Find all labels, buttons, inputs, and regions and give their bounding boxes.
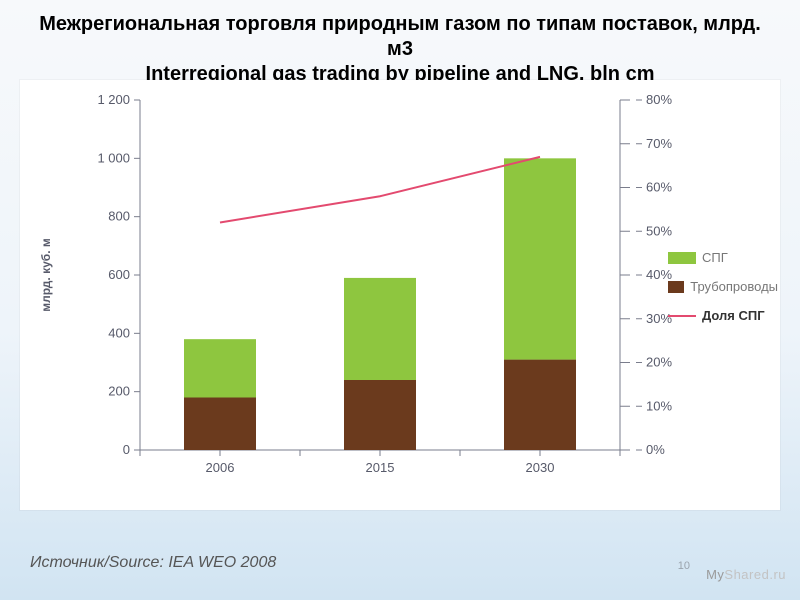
source-text: Источник/Source: IEA WEO 2008 <box>30 554 276 572</box>
legend-swatch <box>668 315 696 317</box>
chart-legend: СПГ Трубопроводы Доля СПГ <box>668 250 778 337</box>
legend-label: СПГ <box>702 250 728 265</box>
svg-text:2006: 2006 <box>206 460 235 475</box>
svg-text:млрд. куб. м: млрд. куб. м <box>39 238 53 312</box>
svg-text:600: 600 <box>108 267 130 282</box>
chart-svg: 0 200 400 600 800 1 000 1 200 млрд. куб. м 0% 10%… <box>20 80 780 510</box>
svg-text:20%: 20% <box>646 355 672 370</box>
legend-item-lng: СПГ <box>668 250 778 265</box>
svg-text:60%: 60% <box>646 180 672 195</box>
svg-text:2015: 2015 <box>366 460 395 475</box>
svg-text:800: 800 <box>108 209 130 224</box>
legend-item-pipe: Трубопроводы <box>668 279 778 294</box>
watermark-rest: Shared.ru <box>724 567 786 582</box>
svg-text:1 200: 1 200 <box>97 92 130 107</box>
svg-text:0: 0 <box>123 442 130 457</box>
slide-title: Межрегиональная торговля природным газом… <box>30 12 770 87</box>
watermark-brand: My <box>706 567 724 582</box>
slide: Межрегиональная торговля природным газом… <box>0 0 800 600</box>
title-line-1: Межрегиональная торговля природным газом… <box>39 13 761 60</box>
svg-text:2030: 2030 <box>526 460 555 475</box>
svg-text:400: 400 <box>108 325 130 340</box>
svg-text:1 000: 1 000 <box>97 150 130 165</box>
legend-label: Трубопроводы <box>690 279 778 294</box>
svg-text:50%: 50% <box>646 223 672 238</box>
svg-text:80%: 80% <box>646 92 672 107</box>
legend-swatch <box>668 252 696 264</box>
svg-text:0%: 0% <box>646 442 665 457</box>
legend-item-share: Доля СПГ <box>668 308 778 323</box>
legend-swatch <box>668 281 684 293</box>
svg-text:10%: 10% <box>646 398 672 413</box>
page-number: 10 <box>678 560 690 572</box>
svg-text:70%: 70% <box>646 136 672 151</box>
legend-label: Доля СПГ <box>702 308 765 323</box>
svg-text:200: 200 <box>108 384 130 399</box>
watermark: MyShared.ru <box>706 567 786 582</box>
gas-trading-chart: 0 200 400 600 800 1 000 1 200 млрд. куб. м 0% 10%… <box>20 80 780 510</box>
